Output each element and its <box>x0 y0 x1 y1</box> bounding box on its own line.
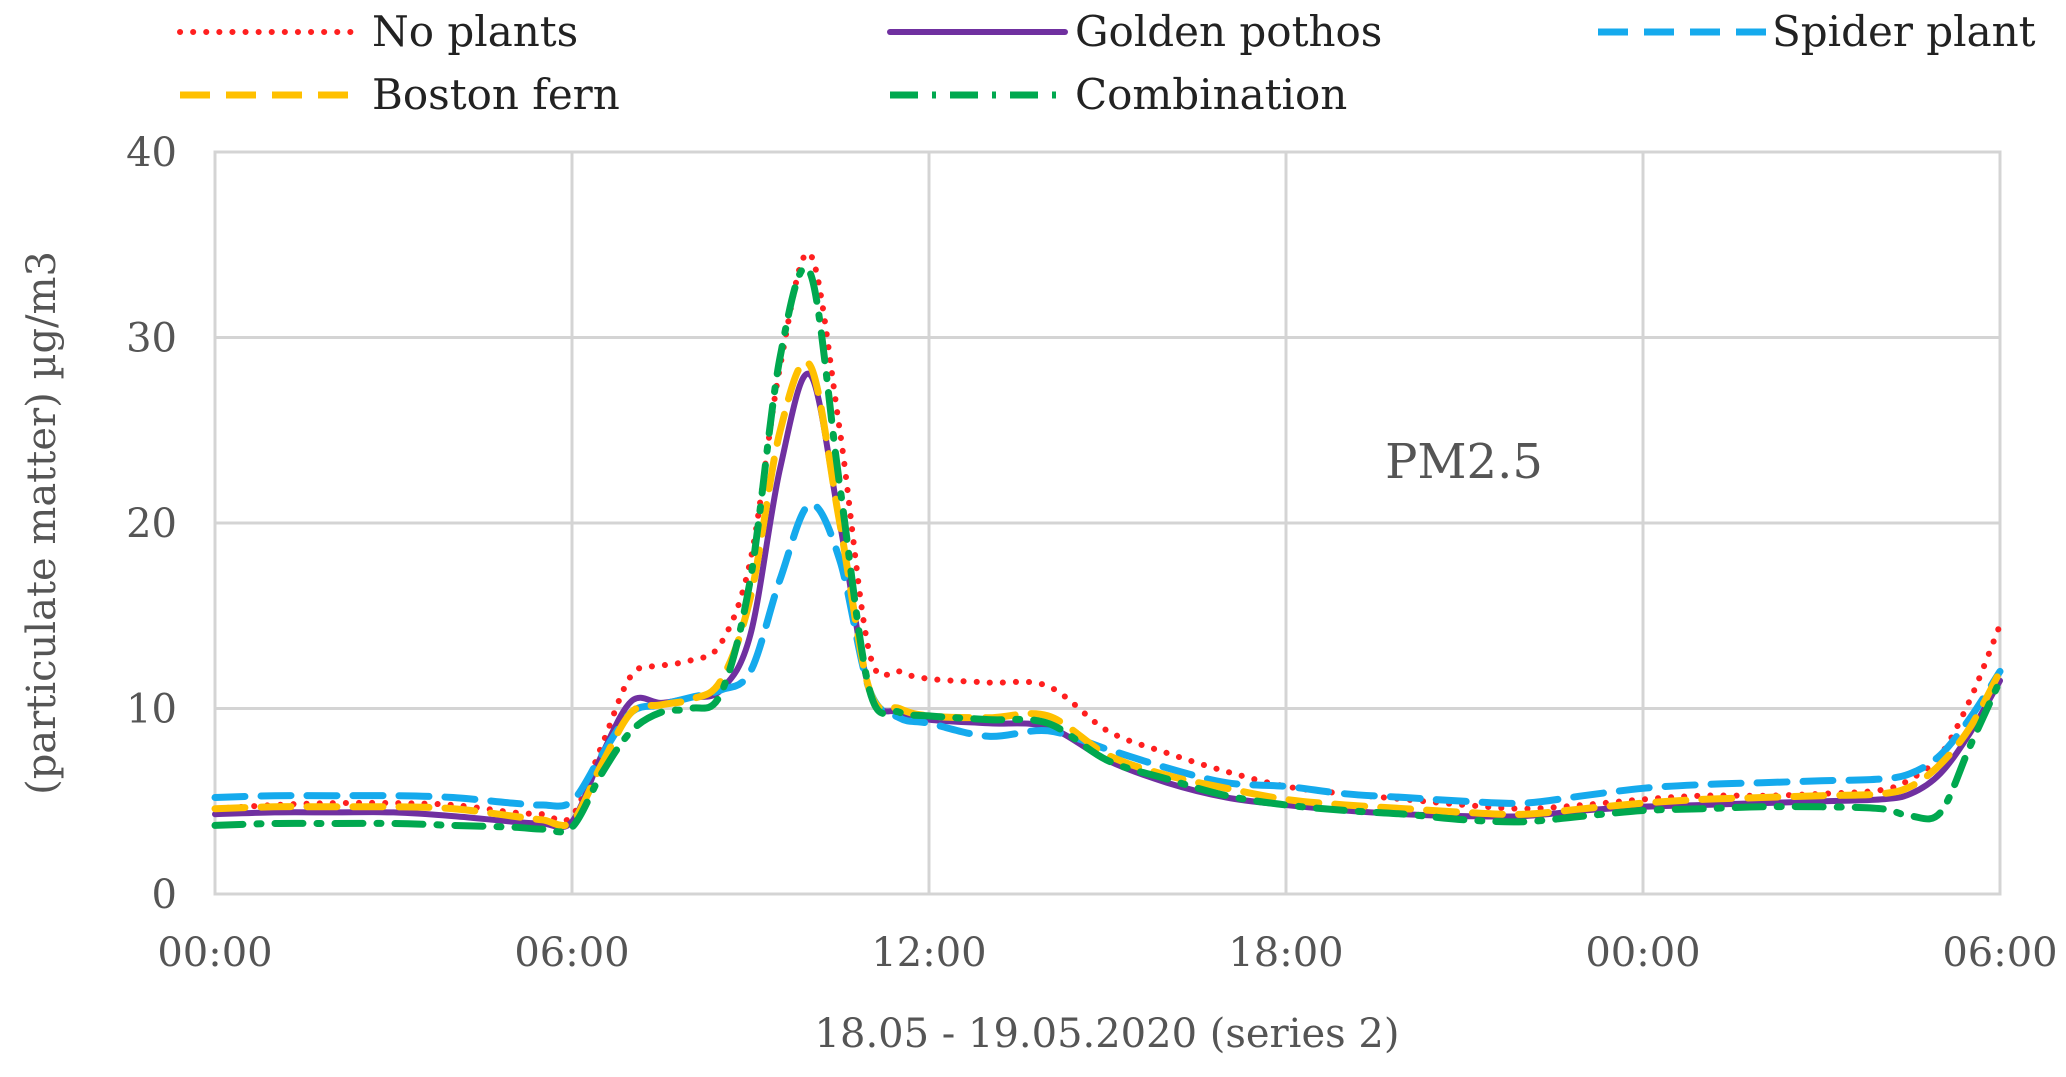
series-line-boston-fern <box>211 358 2004 829</box>
legend-label-boston-fern: Boston fern <box>372 70 620 119</box>
chart-annotation: PM2.5 <box>1385 434 1543 490</box>
y-tick-label: 30 <box>126 316 177 362</box>
x-tick-label: 18:00 <box>1228 930 1343 976</box>
legend-label-golden-pothos: Golden pothos <box>1075 7 1382 56</box>
series-line-golden-pothos <box>212 370 2003 831</box>
legend-label-no-plants: No plants <box>372 7 578 56</box>
x-tick-label: 06:00 <box>1942 930 2057 976</box>
series-lines <box>211 249 2004 836</box>
y-tick-label: 40 <box>126 130 177 176</box>
plot-frame <box>213 150 2002 896</box>
gridlines <box>215 152 2000 894</box>
legend-label-combination: Combination <box>1075 70 1347 119</box>
series-line-combination <box>211 264 2004 836</box>
legend: No plants Golden pothos Spider plant Boston… <box>177 7 2036 119</box>
y-axis-ticks: 0 10 20 30 40 <box>126 130 177 918</box>
series-line-spider-plant <box>211 500 2004 810</box>
x-tick-label: 06:00 <box>514 930 629 976</box>
y-axis-title: (particulate matter) µg/m3 <box>19 251 65 795</box>
x-tick-label: 12:00 <box>871 930 986 976</box>
y-tick-label: 20 <box>126 501 177 547</box>
y-tick-label: 0 <box>152 872 177 918</box>
x-tick-label: 00:00 <box>157 930 272 976</box>
x-axis-title: 18.05 - 19.05.2020 (series 2) <box>815 1011 1400 1057</box>
x-tick-label: 00:00 <box>1585 930 1700 976</box>
legend-label-spider-plant: Spider plant <box>1772 7 2036 56</box>
series-line-no-plants <box>212 249 2003 824</box>
y-tick-label: 10 <box>126 687 177 733</box>
x-axis-ticks: 00:00 06:00 12:00 18:00 00:00 06:00 <box>157 930 2057 976</box>
